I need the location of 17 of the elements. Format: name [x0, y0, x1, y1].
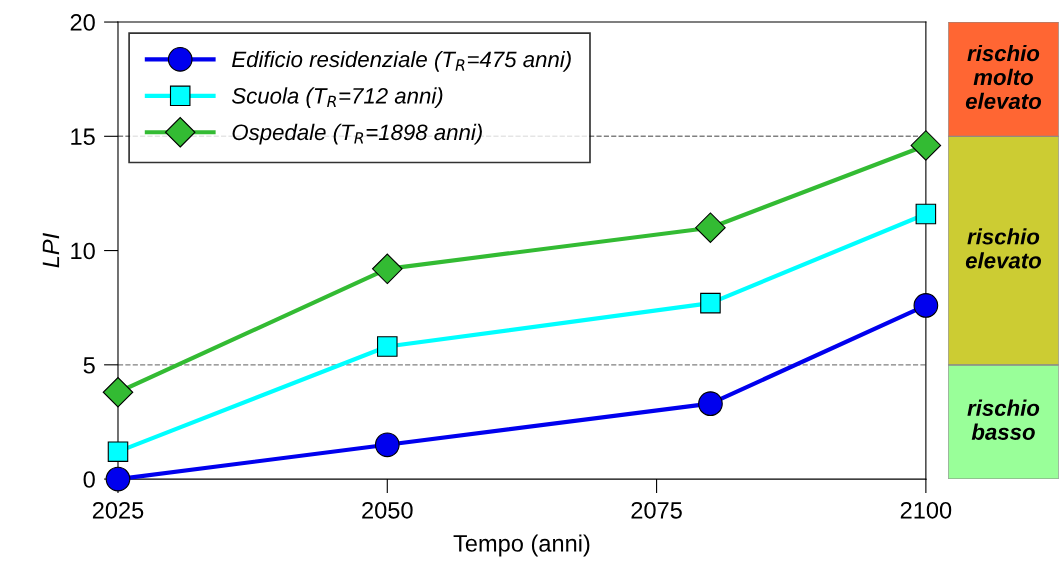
legend-label: Edificio residenziale (T$_{R}$=475 anni): [232, 50, 571, 72]
series-label: rischio elevato: [965, 228, 1042, 269]
x-tick-label: 2100: [900, 501, 952, 519]
y-axis-title: LPI: [42, 233, 60, 268]
y-tick-label: 5: [83, 357, 95, 374]
y-tick-label: 10: [71, 242, 95, 260]
legend-label: Scuola (T$_{R}$=712 anni): [231, 87, 443, 109]
x-tick-label: 2050: [362, 501, 413, 519]
x-tick-label: 2075: [631, 501, 682, 519]
y-tick-label: 20: [70, 14, 95, 31]
y-tick-label: 15: [71, 128, 95, 146]
series-label: rischio basso: [967, 399, 1040, 440]
x-axis-title: Tempo (anni): [453, 534, 590, 557]
y-tick-label: 0: [83, 471, 95, 488]
legend-label: Ospedale (T$_{R}$=1898 anni): [232, 123, 482, 145]
x-tick-label: 2025: [92, 501, 144, 519]
series-label: rischio molto elevato: [965, 44, 1042, 110]
